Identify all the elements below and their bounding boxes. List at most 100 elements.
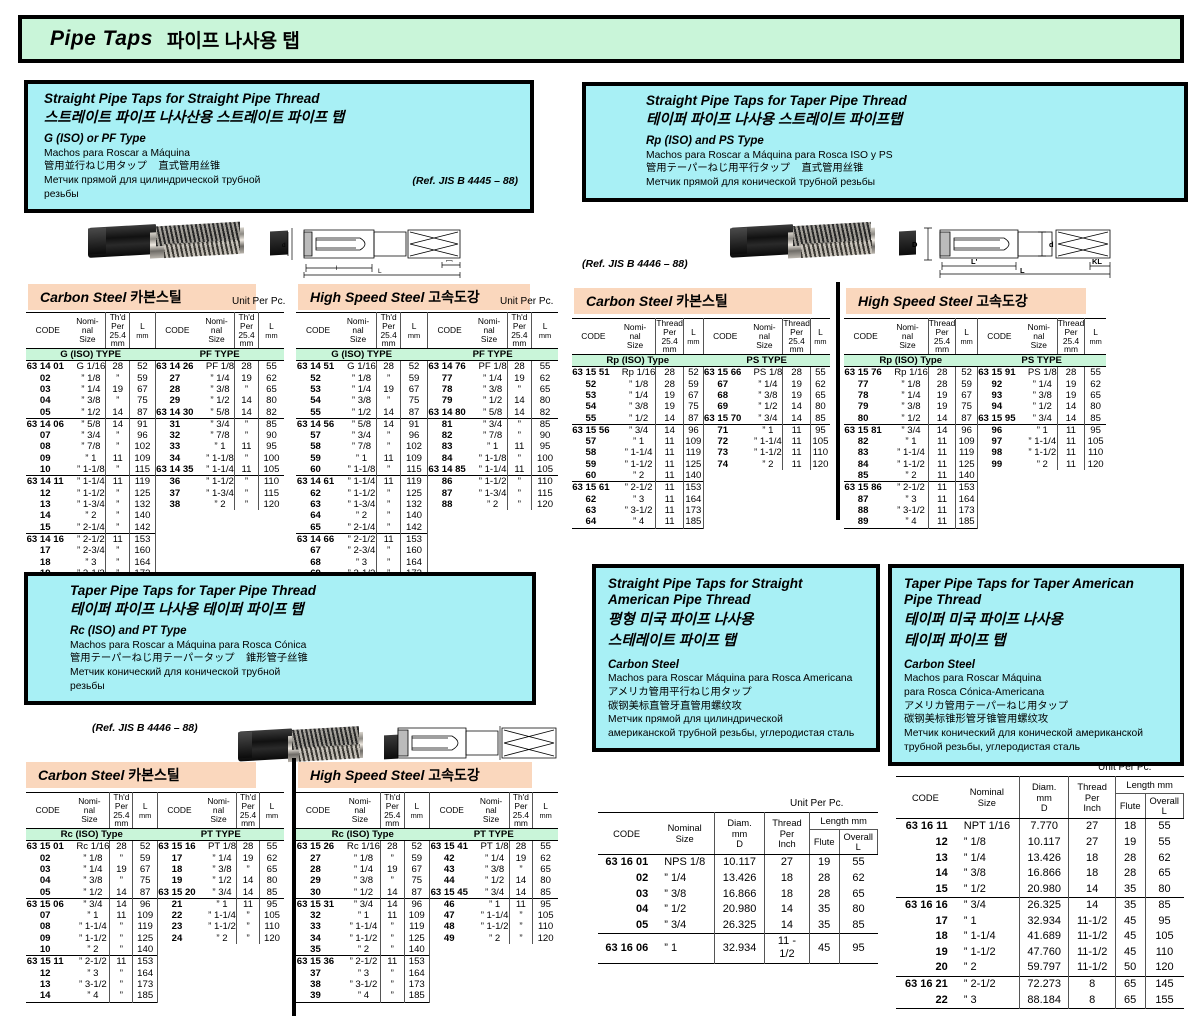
cell-overall-length: 65 xyxy=(1158,867,1171,880)
col-nominal-size: Nomi-nal Size xyxy=(69,791,111,830)
cell-code: 64 xyxy=(585,516,597,528)
cell-thread: 11 xyxy=(507,441,533,453)
section-es: Machos para Roscar Máquina para Rosca Am… xyxy=(608,673,853,684)
table-row: 39 ” 4” 185 xyxy=(296,990,558,1003)
cell-nominal-size: ” 1/4 xyxy=(471,372,508,384)
col-code: CODE xyxy=(26,311,70,350)
cell-overall-length: 55 xyxy=(852,856,865,869)
table-row: 04 ” 3/8” 75 19 ” 1/2 14 80 xyxy=(26,875,284,887)
cell-length: 80 xyxy=(539,395,551,407)
cell-length: 110 xyxy=(264,921,280,933)
cell-length: 173 xyxy=(404,979,430,991)
cell-nominal-size: ” 1 xyxy=(655,933,716,964)
cell-thread: ” xyxy=(376,430,402,442)
cell-thread: 11 xyxy=(1057,447,1086,459)
type-label-left: G (ISO) TYPE xyxy=(296,348,428,362)
table-row: 22 ” 3 88.184 8 65 155 xyxy=(896,992,1184,1009)
cell-code: 72 xyxy=(717,436,729,448)
cell-nominal-size: ” 3/4 xyxy=(69,430,107,442)
svg-text:KL: KL xyxy=(1092,257,1102,266)
cell-code: 52 xyxy=(310,372,321,384)
table-row: 59 ” 1 11 109 84 ” 1-1/8” 100 xyxy=(296,452,558,465)
col-code: CODE xyxy=(296,311,341,350)
section-type: Rc (ISO) and PT Type xyxy=(70,625,187,638)
cell-code: 63 15 61 xyxy=(572,481,615,494)
cell-thread-per-inch: 11-1/2 xyxy=(1068,960,1116,977)
cell-diameter: 32.934 xyxy=(714,933,766,964)
cell-nominal-size: NPS 1/8 xyxy=(655,854,716,871)
cell-length: 91 xyxy=(129,417,156,431)
cell-length: 59 xyxy=(129,372,156,384)
cell-thread: 14 xyxy=(105,406,131,419)
cell-thread: 11 xyxy=(507,464,533,476)
cell-thread: 19 xyxy=(928,401,957,413)
table-row: 63” 1-3/4” 132 88” 2” 120 xyxy=(296,499,558,511)
cell-code: 12 xyxy=(39,967,51,979)
col-thread-per: Th'd Per 25.4 mm xyxy=(507,311,533,350)
cell-length: 80 xyxy=(266,875,278,887)
cell-code: 05 xyxy=(39,886,51,898)
cell-length: 87 xyxy=(132,886,158,899)
cell-diameter: 13.426 xyxy=(714,870,766,887)
cell-diameter: 16.866 xyxy=(1019,865,1070,882)
cell-length: 95 xyxy=(1084,423,1106,437)
cell-code: 29 xyxy=(310,875,321,887)
col-thread-per: Th'd Per 25.4 mm xyxy=(236,791,261,830)
cell-code: 63 14 56 xyxy=(296,417,341,431)
cell-length: 109 xyxy=(683,436,704,448)
cell-nominal-size: ” 3/4 xyxy=(69,897,111,911)
cell-thread: 11 xyxy=(109,955,134,968)
cell-code: 57 xyxy=(310,430,321,442)
cell-nominal-size: ” 1/2 xyxy=(614,412,657,425)
cell-nominal-size: ” 2 xyxy=(69,944,111,956)
cell-code: 23 xyxy=(171,921,183,933)
col-nominal-size: Nomi-nal Size xyxy=(887,317,929,356)
cell-length: 173 xyxy=(683,505,704,517)
cell-code: 86 xyxy=(427,475,472,488)
col-code: CODE xyxy=(296,791,340,830)
cell-overall-length: 145 xyxy=(1145,975,1184,993)
cell-nominal-size: ” 1/2 xyxy=(655,901,716,918)
cell-code: 08 xyxy=(39,921,51,933)
cell-length: 140 xyxy=(683,470,704,482)
table-row: 02 ” 1/4 13.426 18 28 62 xyxy=(598,870,878,887)
cell-nominal-size: ” 2 xyxy=(69,510,107,522)
cell-code: 82 xyxy=(857,436,869,448)
cell-nominal-size: ” 1 xyxy=(887,436,929,448)
cell-thread-per-inch: 18 xyxy=(764,870,810,887)
table-row: 07 ” 1 11 109 22 ” 1-1/4” 105 xyxy=(26,910,284,922)
cell-length: 67 xyxy=(400,383,428,396)
section-ru2: резьбы xyxy=(70,680,105,692)
cell-code: 97 xyxy=(991,436,1003,448)
cell-flute: 35 xyxy=(1115,881,1146,898)
cell-thread: 14 xyxy=(655,412,684,425)
svg-text:L: L xyxy=(1020,266,1025,275)
tap-diagram-straight: d l L ﹇ xyxy=(282,228,461,278)
cell-thread: ” xyxy=(236,863,261,876)
cell-nominal-size: ” 2 xyxy=(340,510,377,522)
cell-nominal-size: ” 2-1/2 xyxy=(954,975,1020,993)
table-npt-body: CODE Nominal Size Diam. mm D Thread Per Inch Leng… xyxy=(896,775,1184,1011)
cell-thread-per-inch: 14 xyxy=(1068,897,1116,914)
col-code: CODE xyxy=(429,791,474,830)
cell-thread: 11 xyxy=(376,532,402,546)
table-row: 32 ” 1 11 109 47 ” 1-1/4” 105 xyxy=(296,910,558,922)
table-row: 09 ” 1 11 109 34 ” 1-1/8” 100 xyxy=(26,452,284,465)
cell-thread: ” xyxy=(376,499,402,511)
type-label-right: PS TYPE xyxy=(977,354,1106,368)
cell-thread: 11 xyxy=(1057,436,1086,448)
table-row: 15 ” 1/2 20.980 14 35 80 xyxy=(896,881,1184,898)
cell-length: 125 xyxy=(955,458,978,471)
cell-thread: ” xyxy=(380,979,405,991)
type-label-right: PT TYPE xyxy=(429,828,558,842)
cell-nominal-size: ” 3/8 xyxy=(887,401,929,413)
cell-length: 164 xyxy=(132,967,158,979)
cell-length: 109 xyxy=(404,910,430,922)
